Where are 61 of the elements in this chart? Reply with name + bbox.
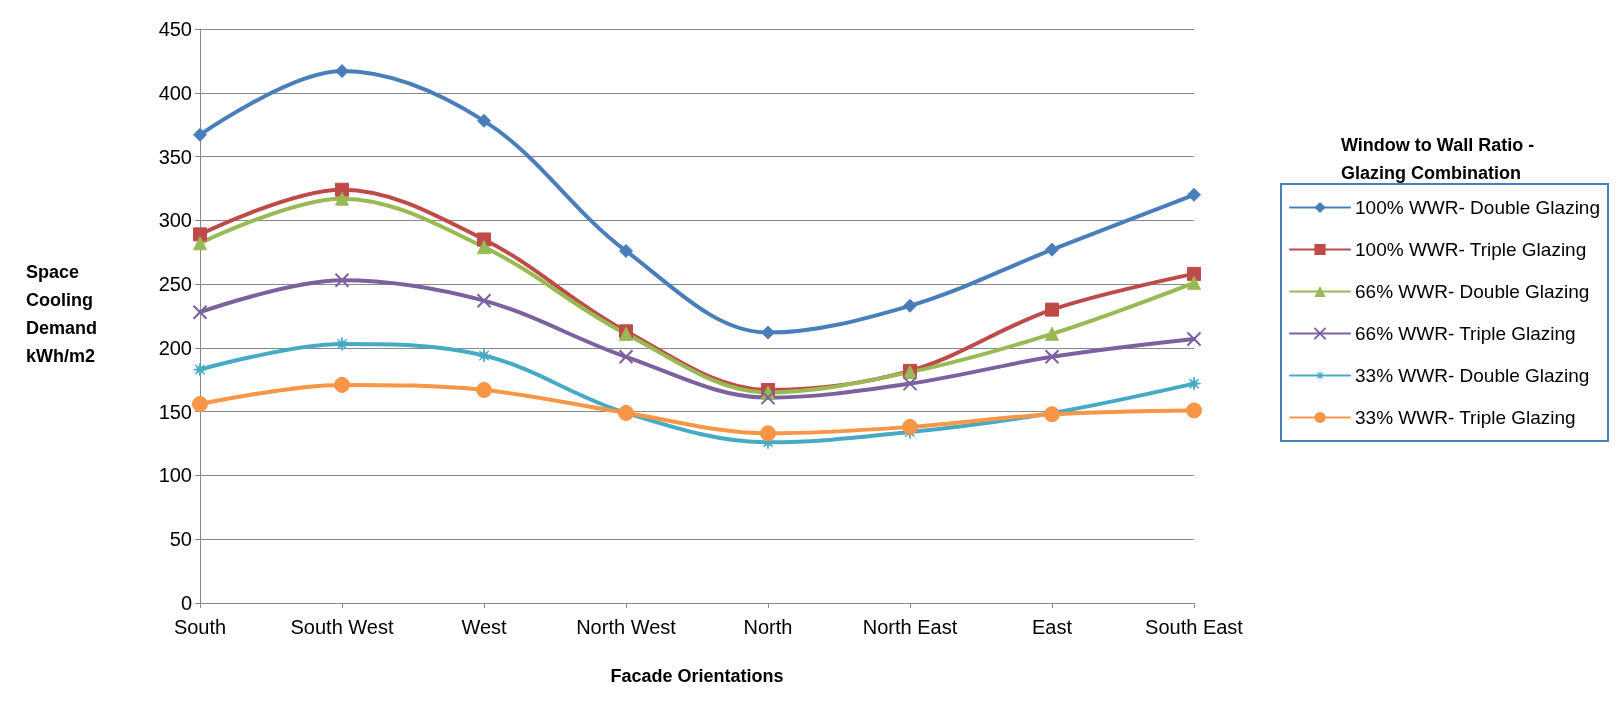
point — [334, 376, 350, 393]
legend-label: 66% WWR- Triple Glazing — [1355, 323, 1576, 344]
point — [476, 293, 492, 309]
point — [1187, 266, 1201, 281]
point — [1186, 402, 1202, 419]
x-tick-label: North — [743, 616, 793, 638]
point — [192, 304, 208, 320]
point — [1187, 187, 1201, 202]
y-tick-label: 50 — [169, 528, 192, 551]
x-tick-label: South — [173, 616, 227, 638]
y-tick-label: 200 — [158, 336, 192, 359]
x-tick-label: South West — [290, 616, 394, 638]
y-tick-label: 100 — [158, 464, 192, 487]
y-axis-title: Space Cooling Demand kWh/m2 — [26, 262, 103, 366]
point — [760, 390, 776, 406]
y-tick-label: 250 — [158, 273, 192, 296]
point — [902, 376, 918, 392]
legend-label: 33% WWR- Triple Glazing — [1355, 407, 1576, 428]
x-tick-label: East — [1031, 616, 1073, 638]
point — [1044, 349, 1060, 365]
point — [335, 182, 349, 197]
point — [193, 236, 207, 251]
legend-label: 66% WWR- Double Glazing — [1355, 281, 1590, 302]
point — [192, 396, 208, 413]
point — [335, 64, 349, 79]
point — [1045, 302, 1059, 317]
point — [618, 349, 634, 365]
x-tick-label: South East — [1145, 616, 1244, 638]
point — [1045, 326, 1059, 341]
legend-label: 33% WWR- Double Glazing — [1355, 365, 1590, 386]
y-tick-label: 300 — [158, 209, 192, 232]
point — [193, 362, 207, 377]
y-tick-label: 450 — [158, 18, 192, 40]
legend-label: 100% WWR- Triple Glazing — [1355, 239, 1587, 260]
point — [335, 337, 349, 352]
point — [477, 240, 491, 255]
x-tick-label: West — [461, 616, 508, 638]
x-axis-title: Facade Orientations — [610, 666, 784, 686]
point — [1045, 242, 1059, 257]
point — [903, 298, 917, 313]
y-tick-label: 0 — [180, 592, 192, 614]
y-tick-label: 350 — [158, 145, 192, 168]
x-tick-label: North West — [576, 616, 677, 638]
point — [335, 191, 349, 206]
point — [619, 243, 633, 258]
point — [1187, 275, 1201, 290]
point — [761, 325, 775, 340]
point — [902, 418, 918, 435]
point — [193, 127, 207, 142]
legend-title: Window to Wall Ratio - Glazing Combination — [1341, 135, 1540, 183]
point — [477, 348, 491, 363]
x-tick-label: North East — [862, 616, 958, 638]
y-tick-label: 400 — [158, 81, 192, 104]
point — [1187, 376, 1201, 391]
y-tick-label: 150 — [158, 400, 192, 423]
point — [760, 425, 776, 442]
point — [477, 113, 491, 128]
point — [334, 272, 350, 288]
legend-label: 100% WWR- Double Glazing — [1355, 197, 1601, 218]
point — [1186, 331, 1202, 347]
point — [476, 381, 492, 398]
